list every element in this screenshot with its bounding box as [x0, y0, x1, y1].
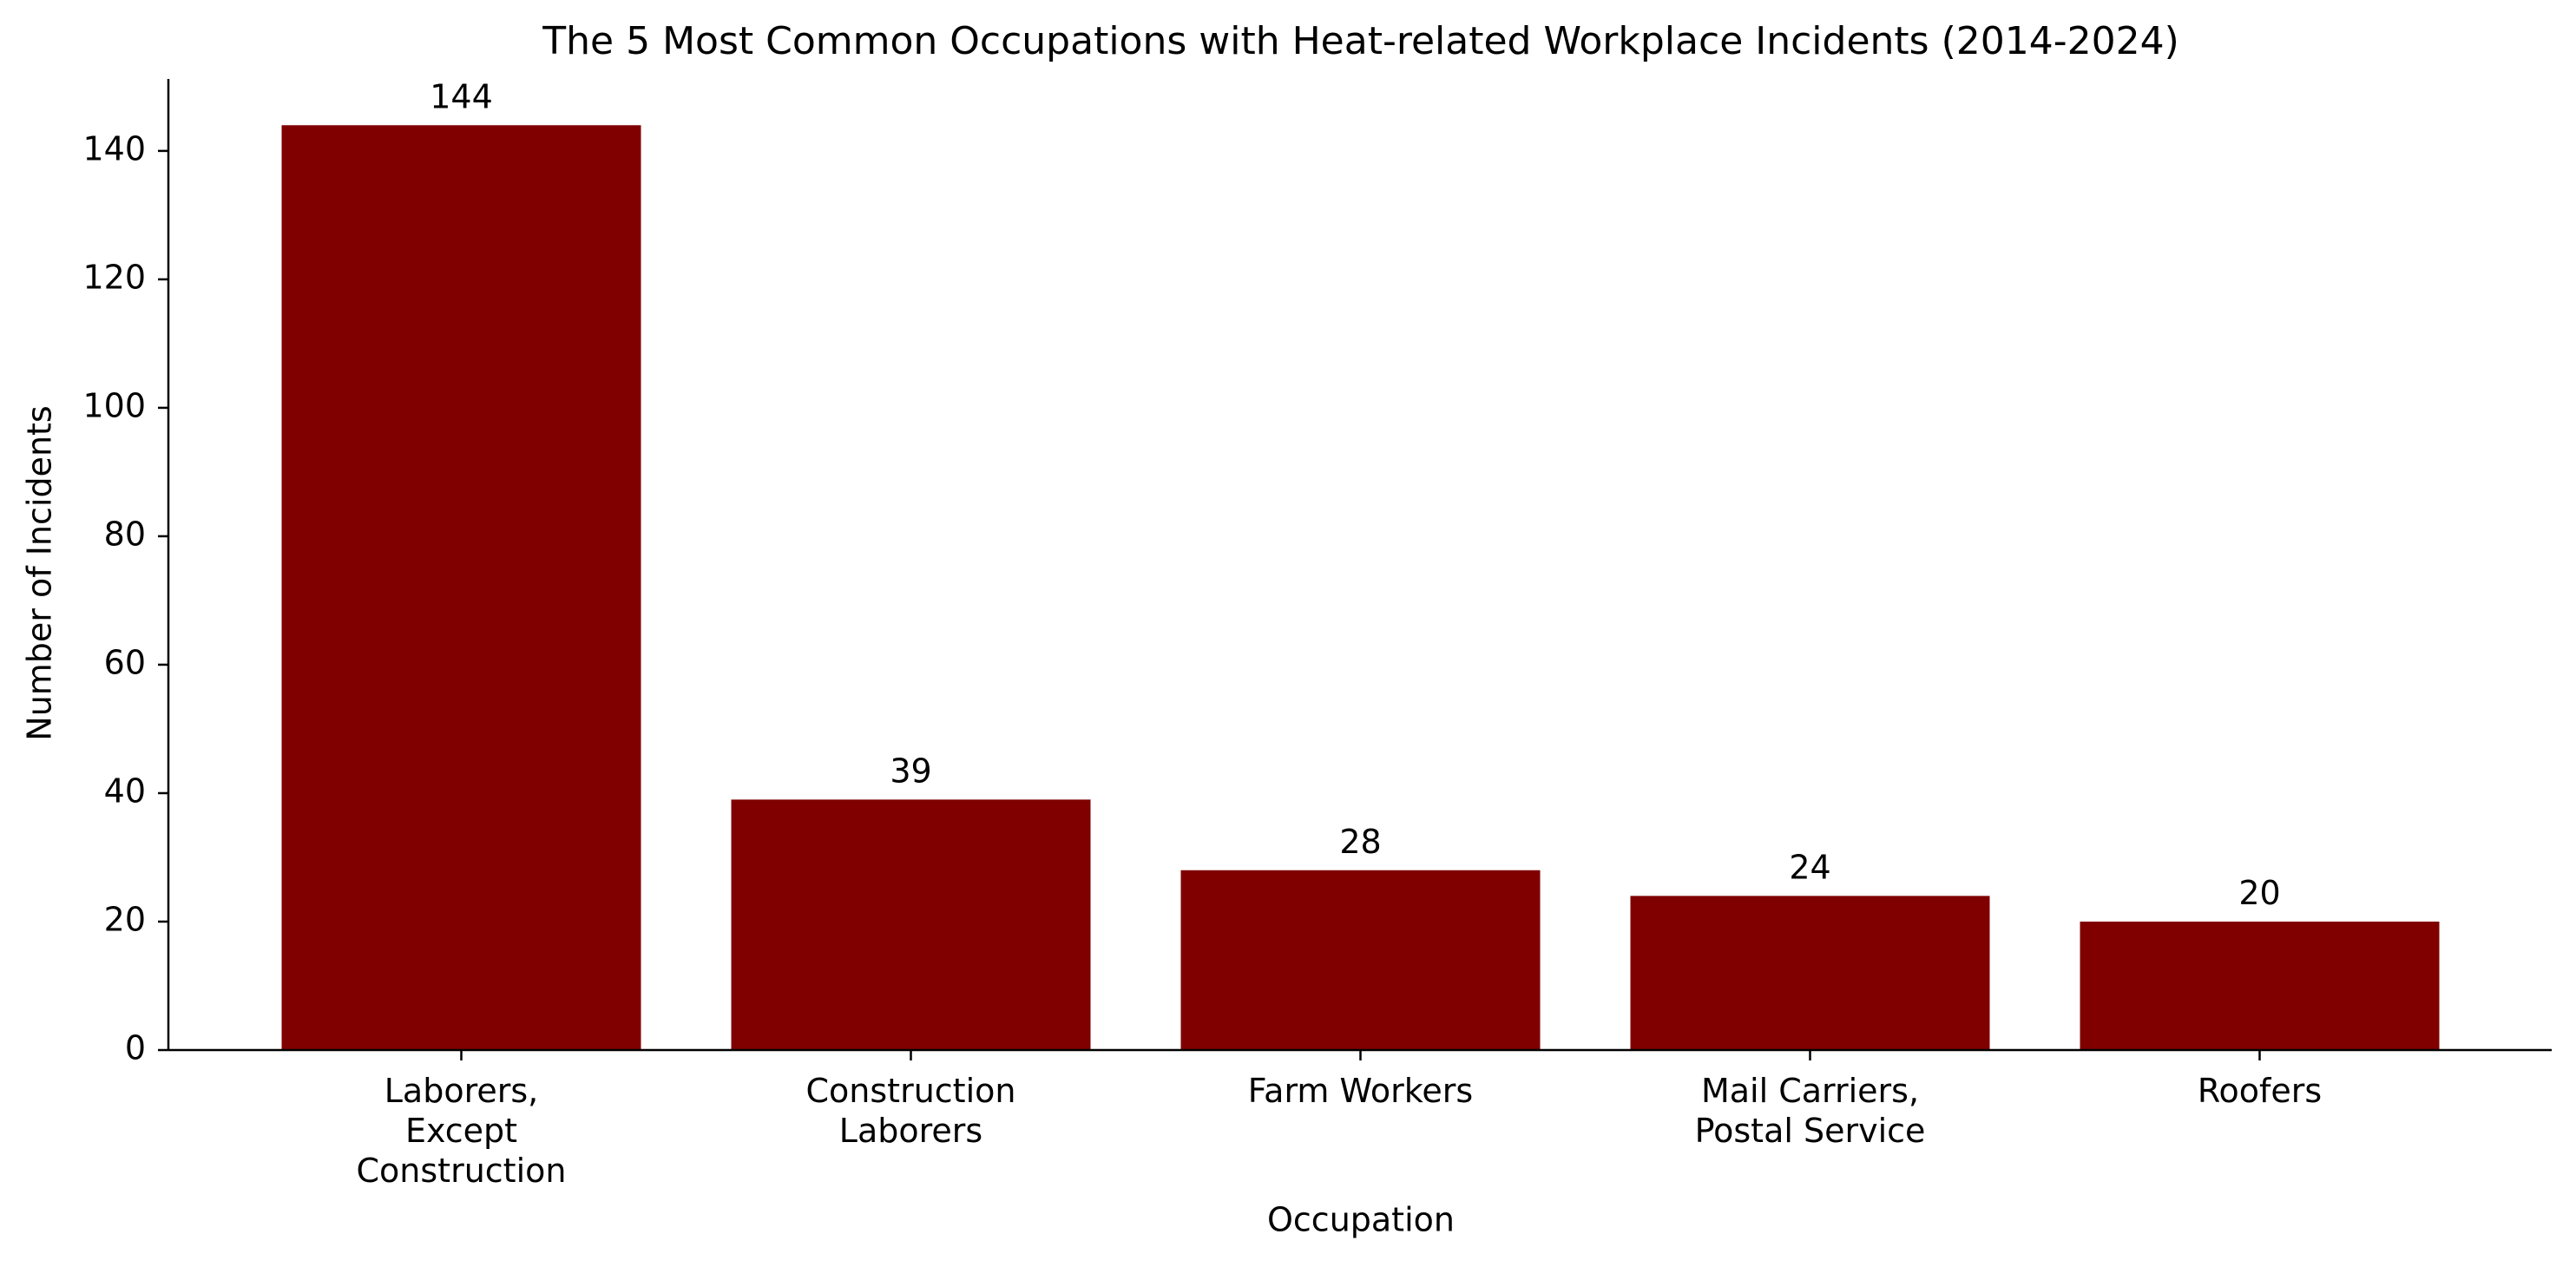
bar-1 — [281, 125, 641, 1050]
bar-2 — [731, 799, 1091, 1050]
bars-layer — [281, 125, 2440, 1050]
y-tick-label-80: 80 — [104, 515, 146, 553]
x-tick-label-3: Farm Workers — [1248, 1072, 1473, 1110]
x-axis-label: Occupation — [1267, 1201, 1455, 1239]
y-tick-label-40: 40 — [104, 771, 146, 810]
x-tick-label-1: Laborers, Except Construction — [357, 1072, 567, 1190]
x-tick-label-2: Construction Laborers — [806, 1072, 1016, 1150]
y-tick-label-100: 100 — [82, 386, 146, 424]
x-tick-label-5: Roofers — [2198, 1072, 2322, 1110]
chart-title: The 5 Most Common Occupations with Heat-… — [542, 19, 2178, 63]
data-label-4: 24 — [1789, 848, 1830, 886]
y-tick-label-120: 120 — [82, 258, 146, 296]
x-tick-label-4: Mail Carriers, Postal Service — [1695, 1072, 1926, 1150]
y-tick-label-0: 0 — [125, 1029, 146, 1067]
y-axis-label: Number of Incidents — [21, 405, 59, 740]
bar-5 — [2080, 921, 2440, 1050]
data-label-5: 20 — [2238, 874, 2280, 912]
data-label-1: 144 — [430, 77, 493, 115]
labels-layer: 144 39 28 24 20 0 20 40 60 80 100 120 140 Laborers, Ex… — [82, 77, 2322, 1190]
y-tick-label-20: 20 — [104, 900, 146, 938]
y-tick-label-60: 60 — [104, 643, 146, 681]
bar-3 — [1180, 870, 1541, 1050]
bar-4 — [1630, 896, 1990, 1050]
data-label-2: 39 — [890, 752, 931, 790]
data-label-3: 28 — [1339, 823, 1381, 861]
axes-layer — [158, 79, 2552, 1060]
y-tick-label-140: 140 — [82, 129, 146, 167]
